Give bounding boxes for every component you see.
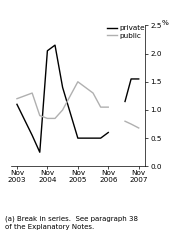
Y-axis label: %: % xyxy=(161,20,168,26)
private xyxy=(39,151,41,154)
public xyxy=(16,97,18,100)
Text: (a) Break in series.  See paragraph 38
of the Explanatory Notes.: (a) Break in series. See paragraph 38 of… xyxy=(5,215,138,230)
Line: public: public xyxy=(17,82,108,119)
public xyxy=(54,117,56,120)
Line: private: private xyxy=(17,45,108,152)
public xyxy=(46,117,49,120)
private xyxy=(31,134,33,137)
private xyxy=(100,137,102,140)
public xyxy=(107,106,109,109)
private xyxy=(92,137,94,140)
private xyxy=(46,49,49,52)
public xyxy=(77,80,79,83)
public xyxy=(39,114,41,117)
public xyxy=(31,92,33,94)
public xyxy=(100,106,102,109)
Legend: private, public: private, public xyxy=(107,25,145,39)
public xyxy=(62,109,64,111)
public xyxy=(92,92,94,94)
private xyxy=(16,103,18,106)
private xyxy=(77,137,79,140)
private xyxy=(54,44,56,46)
private xyxy=(107,131,109,134)
private xyxy=(62,86,64,89)
